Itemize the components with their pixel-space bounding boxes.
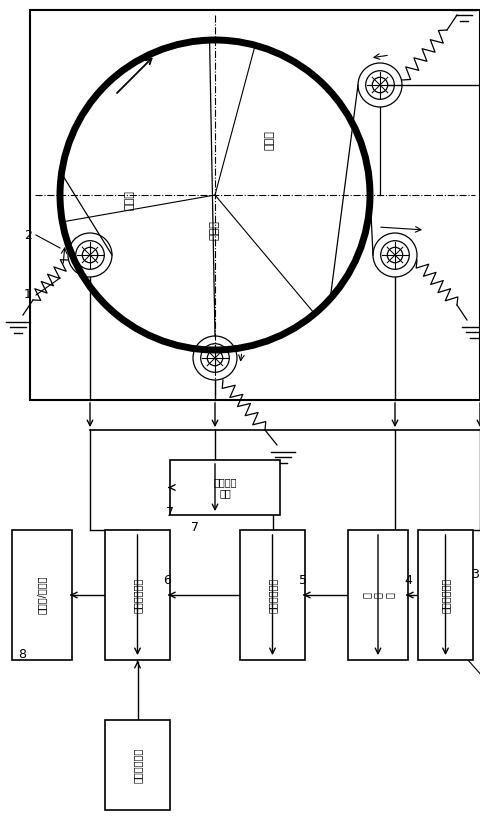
Text: 功率谱分析仪: 功率谱分析仪 [267,577,277,613]
Text: 提升区: 提升区 [210,220,220,240]
Text: 脱离区: 脱离区 [125,190,135,210]
Bar [240,530,305,660]
Text: 5: 5 [299,574,307,586]
Text: 参数调节
控制: 参数调节 控制 [213,477,237,498]
Text: 情特征识别仪: 情特征识别仪 [132,577,143,613]
Text: 7: 7 [166,506,174,519]
Text: 1: 1 [24,289,32,302]
Text: 3: 3 [471,569,480,581]
Text: 4: 4 [404,574,412,586]
Bar [170,460,280,515]
Bar [30,10,480,400]
Text: 7: 7 [191,521,199,534]
Text: 2: 2 [24,229,32,242]
Text: 记录仪/显示器: 记录仪/显示器 [37,575,47,615]
Text: 8: 8 [18,649,26,661]
Bar [12,530,72,660]
Text: 装载区: 装载区 [265,130,275,150]
Bar [348,530,408,660]
Bar [105,530,170,660]
Bar [105,720,170,810]
Text: 单
片
机: 单 片 机 [361,592,395,598]
Text: 数据处理装置: 数据处理装置 [441,577,451,613]
Bar [418,530,473,660]
Text: 6: 6 [164,574,171,586]
Text: 标准特征参数: 标准特征参数 [132,747,143,782]
